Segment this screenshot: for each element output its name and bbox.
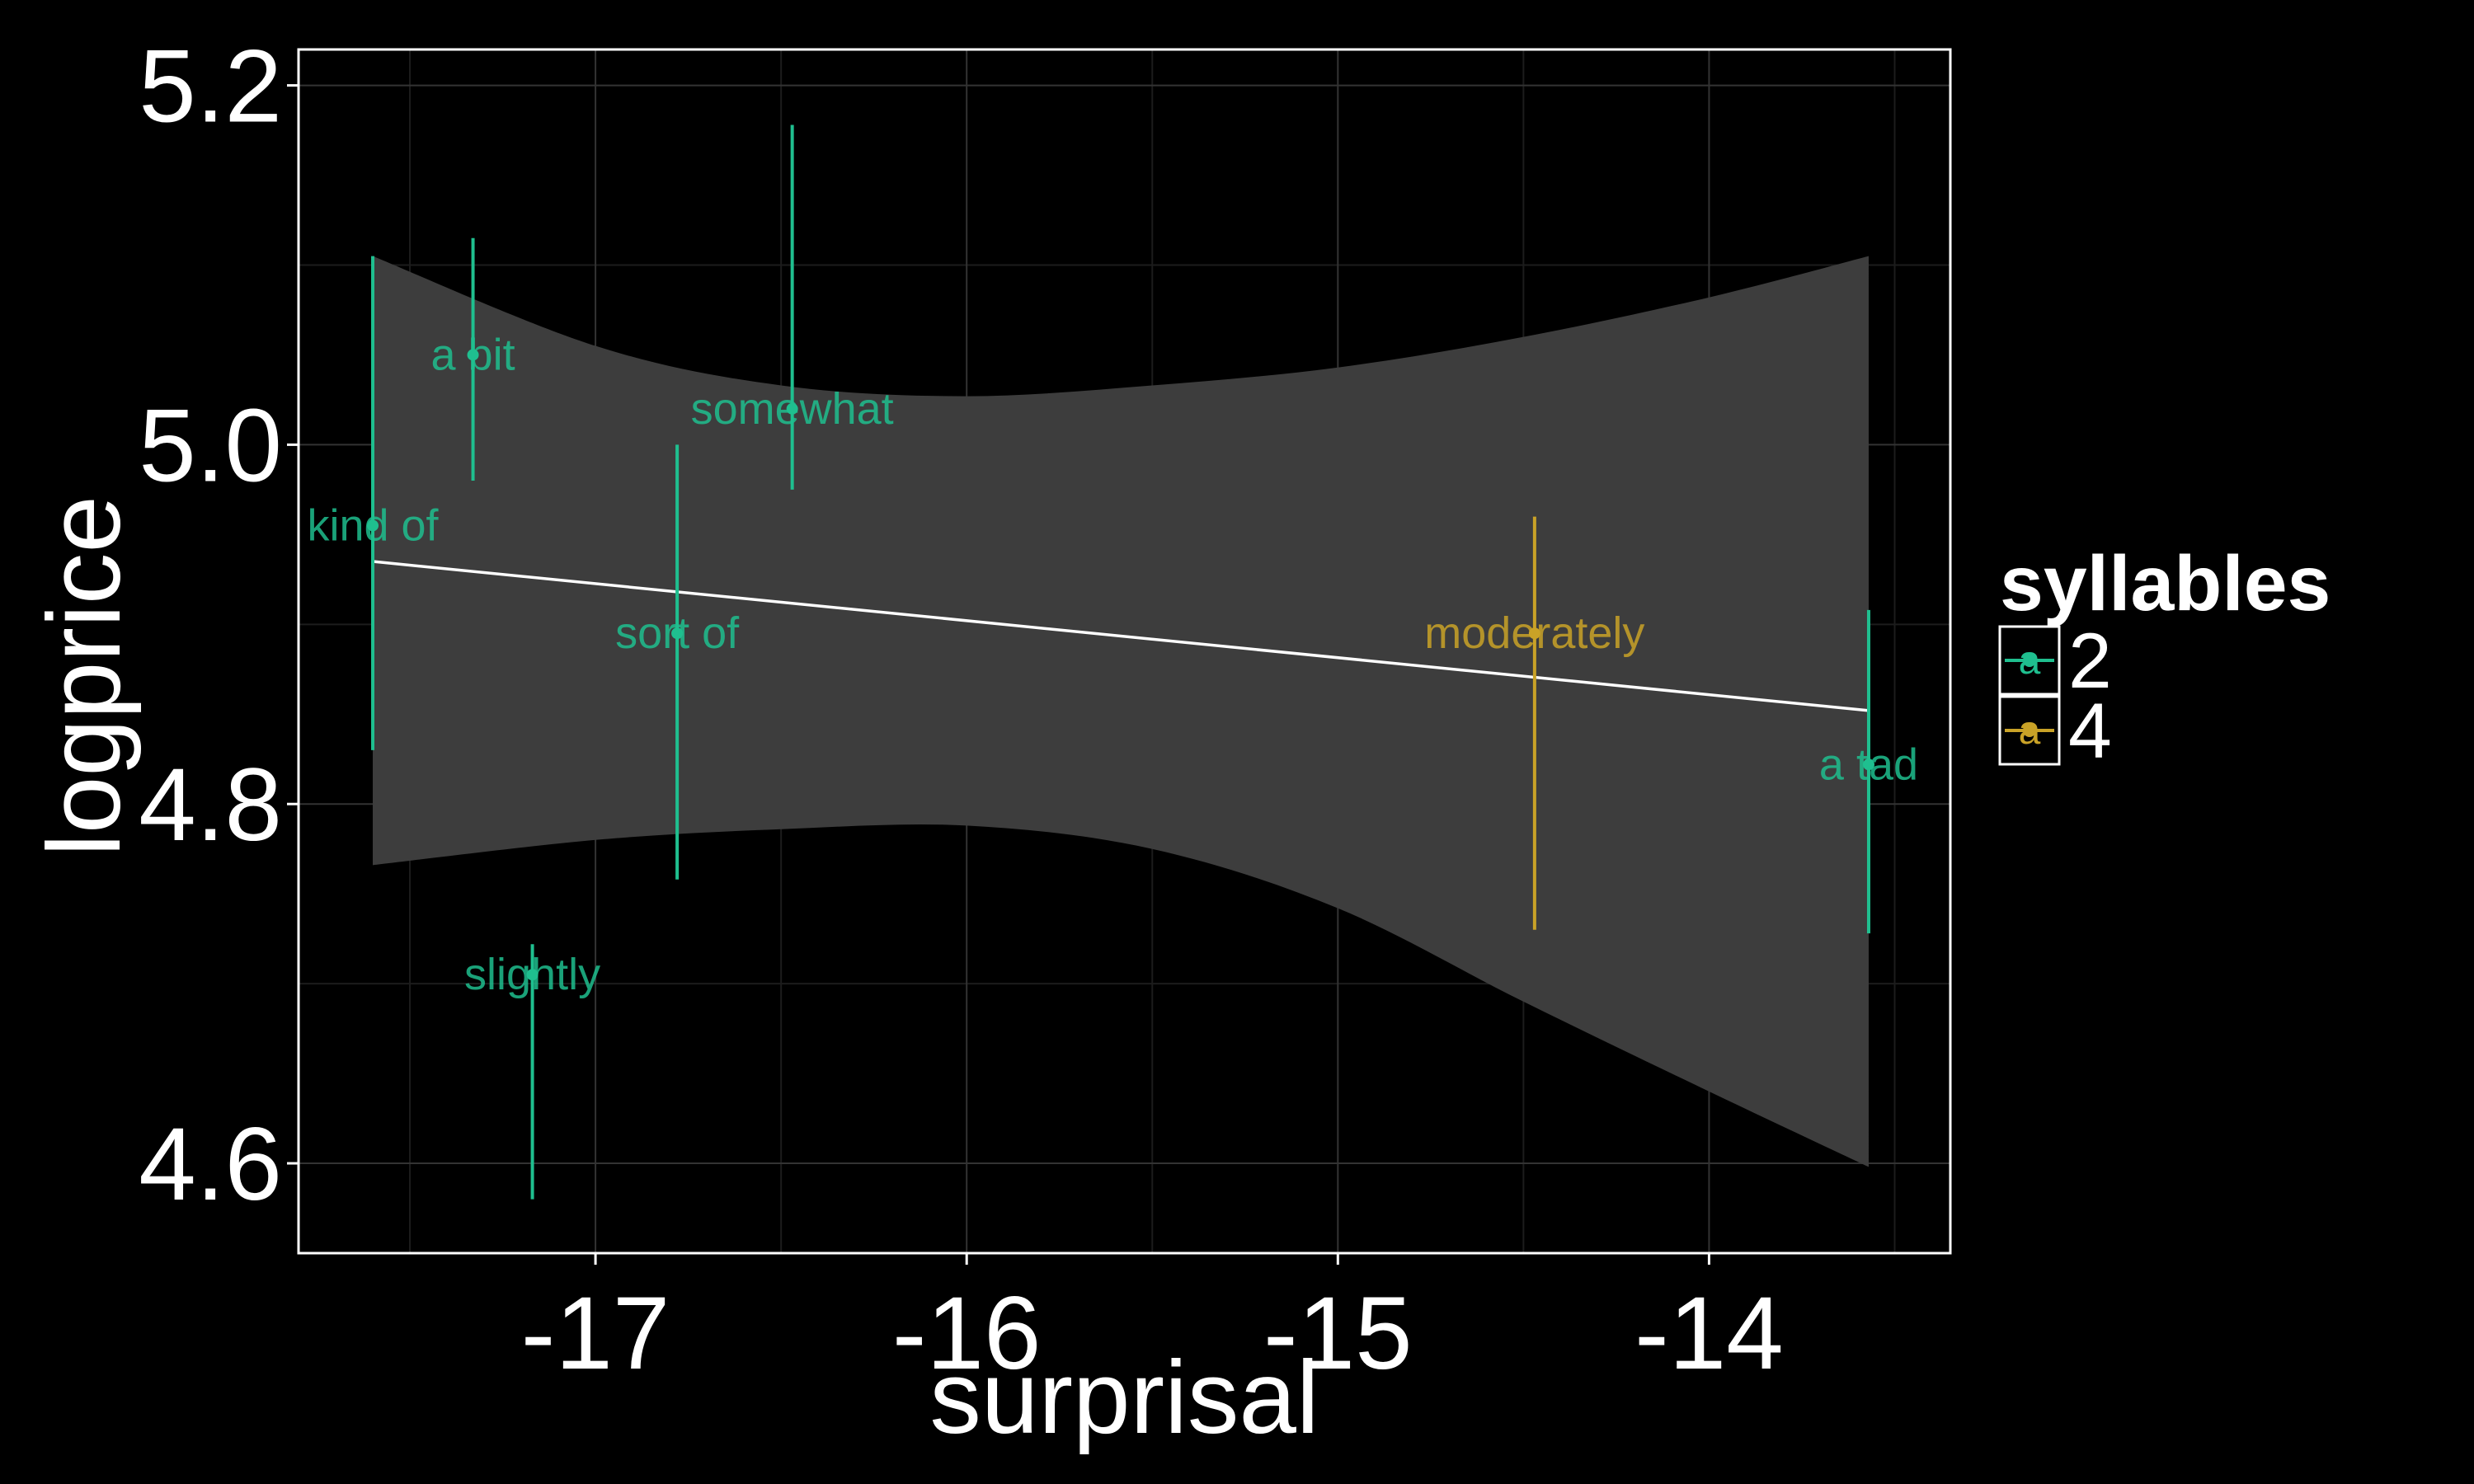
point-label: a tad <box>1819 740 1918 789</box>
trend-line <box>372 560 1870 712</box>
y-tick-label: 5.2 <box>139 30 282 144</box>
data-point-group: sort of <box>615 444 740 880</box>
plot-panel-border <box>297 48 1952 1255</box>
x-tick-label: -15 <box>1263 1276 1413 1391</box>
x-axis: -17 -16 -15 -14 <box>521 1253 1784 1391</box>
data-point <box>1862 758 1874 771</box>
point-label: sort of <box>615 608 740 658</box>
data-point-group: kind of <box>307 256 440 750</box>
data-point <box>1528 627 1540 640</box>
data-point <box>467 349 479 361</box>
data-point-group: somewhat <box>691 124 894 490</box>
data-point-group: moderately <box>1424 516 1644 930</box>
legend-key-point <box>2023 654 2036 667</box>
confidence-band <box>373 256 1869 1167</box>
y-tick-label: 5.0 <box>139 388 282 503</box>
legend-item-label: 2 <box>2068 618 2112 705</box>
x-axis-title: surprisal <box>929 1341 1319 1455</box>
y-axis: 4.6 4.8 5.0 5.2 <box>139 30 299 1222</box>
y-tick-label: 4.6 <box>139 1107 282 1222</box>
data-point-group: a bit <box>431 237 515 481</box>
data-point <box>526 969 539 981</box>
point-label: kind of <box>307 500 439 550</box>
legend-key-glyph: a <box>2019 639 2041 683</box>
data-points-layer: kind of a bit somewhat sort of slightly moder… <box>307 124 1918 1200</box>
point-label: slightly <box>464 950 600 999</box>
point-label: moderately <box>1424 608 1644 658</box>
x-tick-label: -14 <box>1634 1276 1784 1391</box>
y-axis-title: logprice <box>27 495 142 857</box>
data-point-group: a tad <box>1819 609 1918 934</box>
data-point <box>671 627 684 640</box>
legend-item-label: 4 <box>2068 688 2112 775</box>
point-label: a bit <box>431 330 515 379</box>
trend-line-layer <box>372 560 1870 712</box>
point-label: somewhat <box>691 384 894 434</box>
x-tick-label: -17 <box>521 1276 670 1391</box>
legend-title: syllables <box>2000 540 2331 627</box>
x-tick-label: -16 <box>892 1276 1042 1391</box>
legend-key-glyph: a <box>2019 709 2041 753</box>
confidence-band-layer <box>373 256 1869 1167</box>
y-tick-label: 4.8 <box>139 748 282 862</box>
data-point <box>367 519 379 532</box>
data-point-group: slightly <box>464 944 600 1200</box>
legend: syllables a 2a 4 <box>1998 540 2331 775</box>
legend-key-point <box>2023 724 2036 737</box>
data-point <box>786 402 798 415</box>
